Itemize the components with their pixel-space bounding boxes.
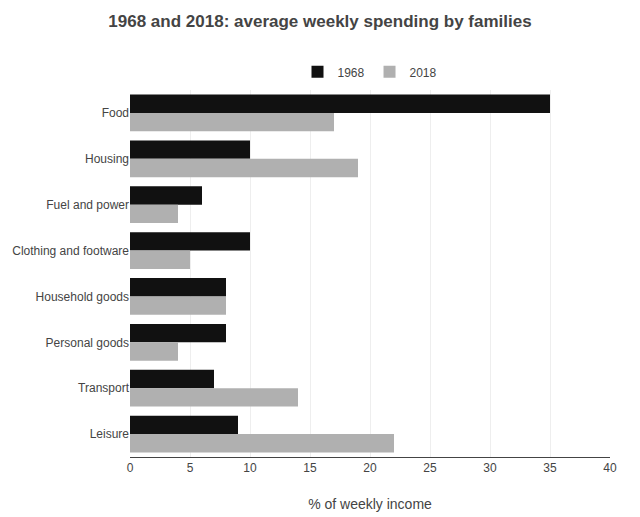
svg-text:1968 and 2018: average weekly: 1968 and 2018: average weekly spending b… xyxy=(108,12,531,31)
svg-text:Housing: Housing xyxy=(85,152,129,166)
svg-text:Fuel and power: Fuel and power xyxy=(46,198,129,212)
svg-text:Clothing and footware: Clothing and footware xyxy=(12,244,129,258)
svg-text:1968: 1968 xyxy=(338,66,365,80)
svg-text:10: 10 xyxy=(243,461,257,475)
svg-text:0: 0 xyxy=(127,461,134,475)
svg-text:Leisure: Leisure xyxy=(90,427,130,441)
svg-text:Personal goods: Personal goods xyxy=(46,336,129,350)
svg-text:35: 35 xyxy=(543,461,557,475)
svg-text:Transport: Transport xyxy=(78,381,130,395)
svg-text:Food: Food xyxy=(102,106,129,120)
svg-text:% of weekly income: % of weekly income xyxy=(308,496,432,512)
svg-text:15: 15 xyxy=(303,461,317,475)
svg-text:2018: 2018 xyxy=(410,66,437,80)
svg-text:25: 25 xyxy=(423,461,437,475)
svg-text:Household goods: Household goods xyxy=(36,290,129,304)
svg-text:40: 40 xyxy=(603,461,617,475)
svg-text:30: 30 xyxy=(483,461,497,475)
svg-text:20: 20 xyxy=(363,461,377,475)
svg-text:5: 5 xyxy=(187,461,194,475)
